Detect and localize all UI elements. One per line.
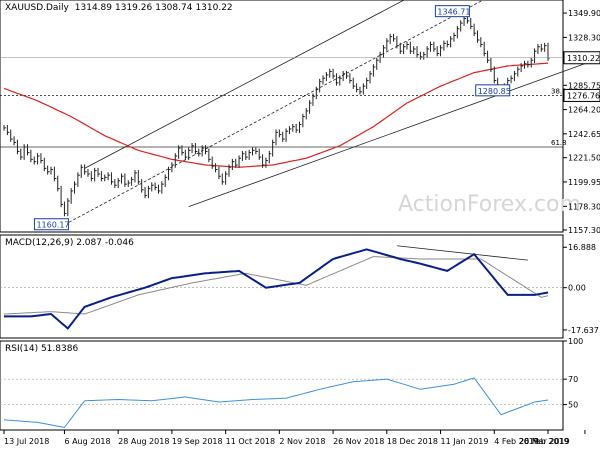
main-panel: XAUUSD.Daily 1314.89 1319.26 1308.74 1310.22… xyxy=(0,0,600,235)
rsi-y-axis: 100 70 50 xyxy=(563,337,583,410)
y-tick-label: 1285.75 xyxy=(568,81,600,90)
fib-label-38.2: 38.2 xyxy=(551,87,567,95)
last-price-box xyxy=(563,51,600,65)
last-price-label: 1310.22 1276.76 xyxy=(0,51,600,102)
x-tick-label: 28 Aug 2018 xyxy=(118,437,169,446)
watermark: ActionForex.com xyxy=(398,192,581,217)
macd-signal-series xyxy=(3,256,549,315)
moving-average-line xyxy=(3,62,549,168)
x-tick-label: 4 Feb 2019 xyxy=(494,437,539,446)
rsi-line xyxy=(3,377,549,429)
y-tick-label: 70 xyxy=(568,375,578,384)
fib-label-61.8: 61.8 xyxy=(551,139,567,147)
fibonacci-levels: 38.2 61.8 xyxy=(0,87,567,148)
fib-value-box xyxy=(563,88,600,102)
trend-channel xyxy=(64,0,586,226)
macd-title: MACD(12,26,9) 2.087 -0.046 xyxy=(5,238,134,248)
moving-average-series xyxy=(3,62,549,168)
y-tick-label: 16.888 xyxy=(568,243,596,252)
x-tick-label: 18 Dec 2018 xyxy=(387,437,438,446)
annotation-label: 1160.17 xyxy=(36,221,69,230)
y-tick-label: 1242.65 xyxy=(568,130,600,139)
price-annotations: 1346.71 1280.85 1160.17 xyxy=(33,5,511,231)
x-tick-label: 2 Nov 2018 xyxy=(279,437,325,446)
y-tick-label: 1264.20 xyxy=(568,106,600,115)
x-axis: 13 Jul 2018 6 Aug 2018 28 Aug 2018 19 Sep 2… xyxy=(3,430,586,446)
x-tick-label: 6 Aug 2018 xyxy=(64,437,110,446)
macd-lines xyxy=(0,245,563,330)
annotation-label: 1346.71 xyxy=(437,8,470,17)
macd-panel: MACD(12,26,9) 2.087 -0.046 16.888 0.00 -17… xyxy=(0,234,599,339)
channel-line xyxy=(64,0,484,226)
x-tick-label: 20 Mar 2019 xyxy=(519,437,570,446)
main-title: XAUUSD.Daily 1314.89 1319.26 1308.74 1310.22 xyxy=(5,3,233,13)
annotation-box xyxy=(434,5,470,18)
x-tick-label: 11 Oct 2018 xyxy=(226,437,275,446)
annotation-box xyxy=(33,218,69,231)
fib-value-text: 1276.76 xyxy=(567,91,600,100)
macd-y-axis: 16.888 0.00 -17.637 xyxy=(563,243,599,335)
y-tick-label: 100 xyxy=(568,337,583,346)
rsi-panel: RSI(14) 51.8386 100 70 50 xyxy=(0,337,583,431)
x-tick-label: 26 Nov 2018 xyxy=(333,437,384,446)
macd-series xyxy=(4,248,549,330)
x-tick-label: 26 Feb 2019 xyxy=(519,437,569,446)
y-tick-label: 1349.90 xyxy=(568,9,600,18)
rsi-series xyxy=(3,377,549,429)
y-tick-label: 1157.30 xyxy=(568,226,600,235)
y-tick-label: 1178.30 xyxy=(568,202,600,211)
annotation-label: 1280.85 xyxy=(478,87,511,96)
channel-line xyxy=(84,0,405,169)
y-tick-label: 1221.50 xyxy=(568,154,600,163)
channel-line xyxy=(188,63,586,208)
annotation-box xyxy=(475,84,511,97)
macd-divergence-line xyxy=(396,245,528,261)
price-line xyxy=(3,15,550,217)
y-tick-label: 0.00 xyxy=(568,284,586,293)
last-price-text: 1310.22 xyxy=(567,54,600,63)
rsi-title: RSI(14) 51.8386 xyxy=(5,344,78,354)
y-tick-label: -17.637 xyxy=(568,326,599,335)
x-tick-label: 13 Jul 2018 xyxy=(4,437,49,446)
y-tick-label: 50 xyxy=(568,401,578,410)
y-tick-label: 1199.95 xyxy=(568,178,600,187)
x-tick-label: 11 Jan 2019 xyxy=(441,437,489,446)
x-tick-label: 19 Sep 2018 xyxy=(172,437,223,446)
y-tick-label: 1328.30 xyxy=(568,33,600,42)
